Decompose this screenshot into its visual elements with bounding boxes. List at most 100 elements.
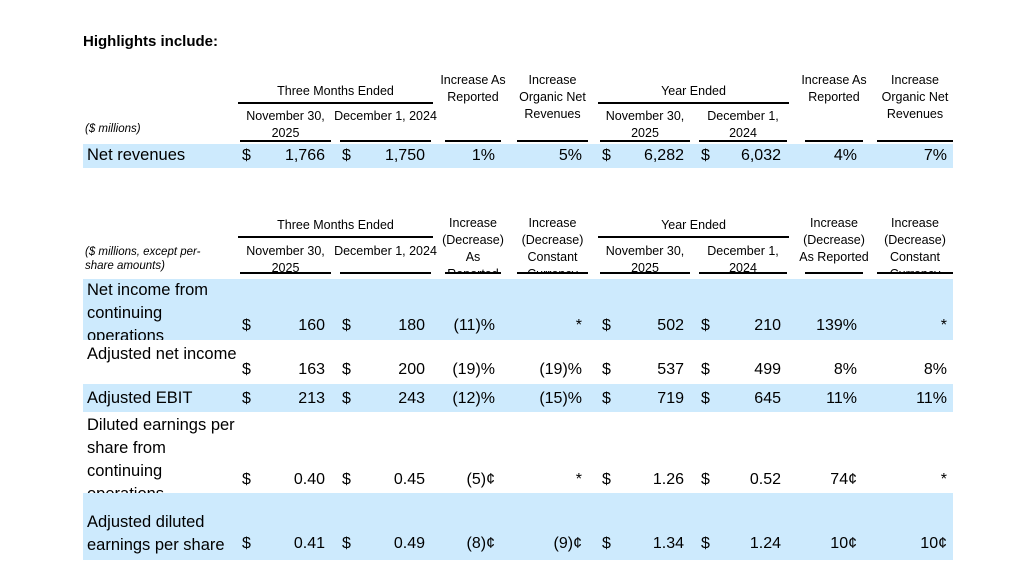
column-header: Increase (Decrease) Constant Currency [884, 216, 946, 272]
column-header: Increase (Decrease) As Reported [442, 216, 504, 272]
column-header: Increase (Decrease) As Reported [799, 216, 869, 264]
cell-value: 11% [916, 390, 947, 407]
row-label: Adjusted net income [87, 345, 237, 363]
cell-value: (11)% [453, 317, 496, 334]
cell-value: 243 [398, 390, 425, 407]
cell-value: 4% [833, 147, 857, 164]
cell-value: (19)% [452, 361, 495, 378]
table-row: Net income from continuing operations $16… [83, 279, 953, 340]
column-underline [517, 272, 588, 274]
cell-value: 499 [754, 361, 781, 378]
table-row: Adjusted net income $163 $200 (19)% (19)% $53… [83, 340, 953, 384]
group-underline [238, 102, 433, 104]
row-label: Net income from continuing operations [87, 281, 209, 340]
cell-value: (5)¢ [466, 471, 495, 488]
currency-symbol: $ [342, 147, 351, 164]
currency-symbol: $ [342, 390, 351, 407]
column-header: December 1, 2024 [707, 244, 779, 272]
currency-symbol: $ [602, 535, 611, 552]
section-title: Highlights include: [83, 33, 218, 50]
column-underline [600, 140, 690, 142]
cell-value: 502 [657, 317, 684, 334]
column-underline [340, 140, 431, 142]
column-underline [805, 140, 863, 142]
table-row: Adjusted diluted earnings per share $0.41… [83, 493, 953, 560]
currency-symbol: $ [602, 361, 611, 378]
currency-symbol: $ [701, 317, 710, 334]
currency-symbol: $ [242, 361, 251, 378]
column-header: Increase Organic Net Revenues [881, 73, 949, 121]
unit-label: ($ millions) [85, 123, 141, 135]
cell-value: 8% [833, 361, 857, 378]
cell-value: 0.40 [293, 471, 325, 488]
group-underline [598, 102, 789, 104]
currency-symbol: $ [602, 471, 611, 488]
column-underline [340, 272, 431, 274]
column-header: November 30, 2025 [246, 109, 325, 140]
cell-value: 0.52 [749, 471, 781, 488]
unit-label: ($ millions, except per-share amounts) [85, 246, 201, 272]
currency-symbol: $ [602, 147, 611, 164]
column-underline [240, 140, 331, 142]
column-header: December 1, 2024 [334, 109, 437, 123]
cell-value: 1,766 [284, 147, 325, 164]
column-underline [517, 140, 588, 142]
table-row: Diluted earnings per share from continui… [83, 412, 953, 493]
currency-symbol: $ [701, 535, 710, 552]
cell-value: 0.45 [393, 471, 425, 488]
group-underline [238, 236, 433, 238]
currency-symbol: $ [242, 390, 251, 407]
cell-value: 719 [657, 390, 684, 407]
currency-symbol: $ [342, 471, 351, 488]
cell-value: 1.24 [749, 535, 781, 552]
cell-value: * [940, 317, 947, 334]
currency-symbol: $ [602, 390, 611, 407]
column-header: December 1, 2024 [707, 109, 779, 140]
currency-symbol: $ [701, 471, 710, 488]
cell-value: 74¢ [830, 471, 857, 488]
currency-symbol: $ [342, 317, 351, 334]
cell-value: (9)¢ [553, 535, 582, 552]
column-underline [805, 272, 863, 274]
currency-symbol: $ [342, 361, 351, 378]
cell-value: (12)% [452, 390, 495, 407]
cell-value: 11% [826, 390, 857, 407]
column-header: Increase (Decrease) Constant Currency [521, 216, 584, 272]
currency-symbol: $ [242, 535, 251, 552]
currency-symbol: $ [701, 361, 710, 378]
currency-symbol: $ [701, 147, 710, 164]
currency-symbol: $ [602, 317, 611, 334]
group-header: Year Ended [661, 218, 726, 232]
cell-value: 537 [657, 361, 684, 378]
currency-symbol: $ [242, 317, 251, 334]
cell-value: 8% [923, 361, 947, 378]
cell-value: (8)¢ [466, 535, 495, 552]
row-label: Adjusted diluted earnings per share [87, 513, 225, 554]
cell-value: 180 [398, 317, 425, 334]
cell-value: 10¢ [920, 535, 947, 552]
cell-value: 163 [298, 361, 325, 378]
column-underline [445, 272, 501, 274]
cell-value: 139% [816, 317, 857, 334]
cell-value: 645 [754, 390, 781, 407]
cell-value: 1.34 [652, 535, 684, 552]
cell-value: 213 [298, 390, 325, 407]
row-label: Adjusted EBIT [87, 389, 193, 407]
cell-value: 200 [398, 361, 425, 378]
cell-value: * [575, 471, 582, 488]
cell-value: 1.26 [652, 471, 684, 488]
cell-value: (19)% [539, 361, 582, 378]
group-underline [598, 236, 789, 238]
currency-symbol: $ [701, 390, 710, 407]
table-row: Net revenues $1,766 $1,750 1% 5% $6,282 $6,032… [83, 144, 953, 168]
cell-value: 0.49 [393, 535, 425, 552]
cell-value: 6,032 [740, 147, 781, 164]
column-underline [699, 140, 787, 142]
column-header: November 30, 2025 [246, 244, 325, 272]
row-label: Diluted earnings per share from continui… [87, 416, 235, 493]
column-header: Increase As Reported [801, 73, 867, 104]
currency-symbol: $ [242, 471, 251, 488]
cell-value: * [575, 317, 582, 334]
row-label: Net revenues [87, 146, 186, 164]
group-header: Three Months Ended [277, 84, 394, 98]
